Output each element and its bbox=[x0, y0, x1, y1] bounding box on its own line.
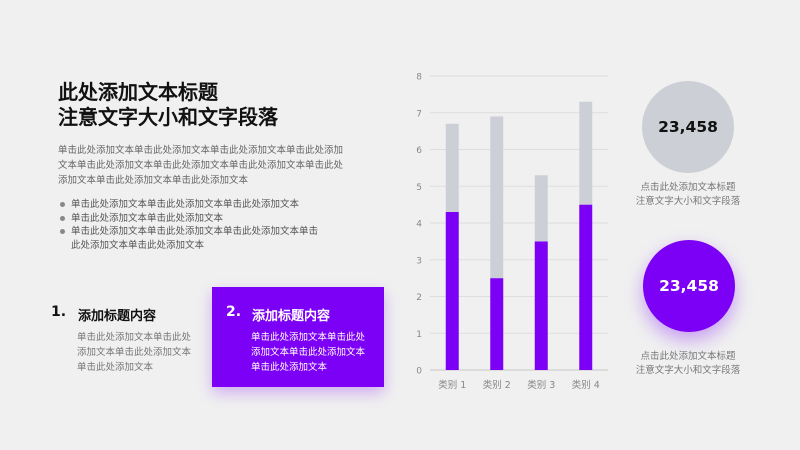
y-tick-label: 7 bbox=[416, 109, 422, 119]
y-tick-label: 4 bbox=[416, 220, 422, 230]
x-tick-label: 类别 3 bbox=[527, 379, 555, 391]
y-tick-label: 3 bbox=[416, 256, 422, 266]
bullet-item: 单击此处添加文本单击此处添加文本 bbox=[58, 212, 348, 226]
stat-caption-1: 点击此处添加文本标题 注意文字大小和文字段落 bbox=[608, 181, 768, 208]
bullet-item: 单击此处添加文本单击此处添加文本单击此处添加文本单击 此处添加文本单击此处添加文… bbox=[58, 225, 348, 252]
y-tick-label: 1 bbox=[416, 330, 422, 340]
slide-title: 此处添加文本标题 注意文字大小和文字段落 bbox=[58, 80, 278, 130]
y-tick-label: 5 bbox=[416, 183, 422, 193]
y-tick-label: 6 bbox=[416, 146, 422, 156]
bullet-list: 单击此处添加文本单击此处添加文本单击此处添加文本 单击此处添加文本单击此处添加文… bbox=[58, 198, 348, 252]
x-tick-label: 类别 1 bbox=[438, 379, 466, 391]
bullet-line: 单击此处添加文本单击此处添加文本单击此处添加文本单击 bbox=[71, 226, 319, 237]
y-tick-label: 0 bbox=[416, 367, 422, 377]
paragraph-line: 文本单击此处添加文本单击此处添加文本单击此处添加文本单击此处 bbox=[58, 160, 344, 171]
bullet-line: 此处添加文本单击此处添加文本 bbox=[71, 239, 205, 251]
bullet-line: 单击此处添加文本单击此处添加文本单击此处添加文本 bbox=[71, 199, 300, 210]
bar-segment-series-1 bbox=[579, 204, 593, 370]
card-title: 添加标题内容 bbox=[252, 309, 331, 324]
card-body-line: 单击此处添加文本单击此处 bbox=[251, 332, 366, 343]
card-title: 添加标题内容 bbox=[78, 309, 157, 324]
card-body-line: 添加文本单击此处添加文本 bbox=[77, 347, 192, 358]
intro-paragraph: 单击此处添加文本单击此处添加文本单击此处添加文本单击此处添加 文本单击此处添加文… bbox=[58, 143, 368, 188]
card-body-line: 添加文本单击此处添加文本 bbox=[251, 347, 366, 358]
caption-line: 注意文字大小和文字段落 bbox=[635, 195, 741, 207]
card-number: 1. bbox=[51, 304, 67, 320]
bullet-line: 单击此处添加文本单击此处添加文本 bbox=[71, 212, 224, 224]
stat-circle-1: 23,458 bbox=[642, 81, 734, 173]
stat-caption-2: 点击此处添加文本标题 注意文字大小和文字段落 bbox=[608, 350, 768, 377]
card-body: 单击此处添加文本单击此处 添加文本单击此处添加文本 单击此处添加文本 bbox=[77, 330, 207, 375]
bar-segment-series-1 bbox=[490, 278, 504, 370]
y-tick-label: 2 bbox=[416, 293, 422, 303]
x-tick-label: 类别 2 bbox=[483, 379, 511, 391]
bar-segment-series-2 bbox=[445, 123, 459, 212]
caption-line: 点击此处添加文本标题 bbox=[640, 351, 736, 362]
caption-line: 注意文字大小和文字段落 bbox=[635, 364, 741, 376]
card-body-line: 单击此处添加文本 bbox=[251, 362, 328, 373]
bar-segment-series-2 bbox=[579, 101, 593, 205]
caption-line: 点击此处添加文本标题 bbox=[640, 182, 736, 193]
title-line: 此处添加文本标题 bbox=[58, 80, 218, 104]
paragraph-line: 添加文本单击此处添加文本单击此处添加文本 bbox=[58, 175, 249, 186]
y-tick-label: 8 bbox=[416, 73, 422, 83]
paragraph-line: 单击此处添加文本单击此处添加文本单击此处添加文本单击此处添加 bbox=[58, 145, 344, 156]
bullet-item: 单击此处添加文本单击此处添加文本单击此处添加文本 bbox=[58, 198, 348, 212]
card-body: 单击此处添加文本单击此处 添加文本单击此处添加文本 单击此处添加文本 bbox=[251, 330, 381, 375]
card-body-line: 单击此处添加文本 bbox=[77, 362, 154, 373]
x-tick-label: 类别 4 bbox=[572, 379, 600, 391]
content-card-2: 2. 添加标题内容 单击此处添加文本单击此处 添加文本单击此处添加文本 单击此处… bbox=[212, 287, 384, 387]
bar-segment-series-2 bbox=[490, 116, 504, 279]
bar-segment-series-1 bbox=[534, 241, 548, 370]
bar-segment-series-1 bbox=[445, 211, 459, 370]
card-number: 2. bbox=[226, 304, 242, 320]
title-line: 注意文字大小和文字段落 bbox=[58, 105, 278, 129]
stat-circle-2: 23,458 bbox=[643, 240, 735, 332]
card-body-line: 单击此处添加文本单击此处 bbox=[77, 332, 192, 343]
bar-segment-series-2 bbox=[534, 175, 548, 242]
